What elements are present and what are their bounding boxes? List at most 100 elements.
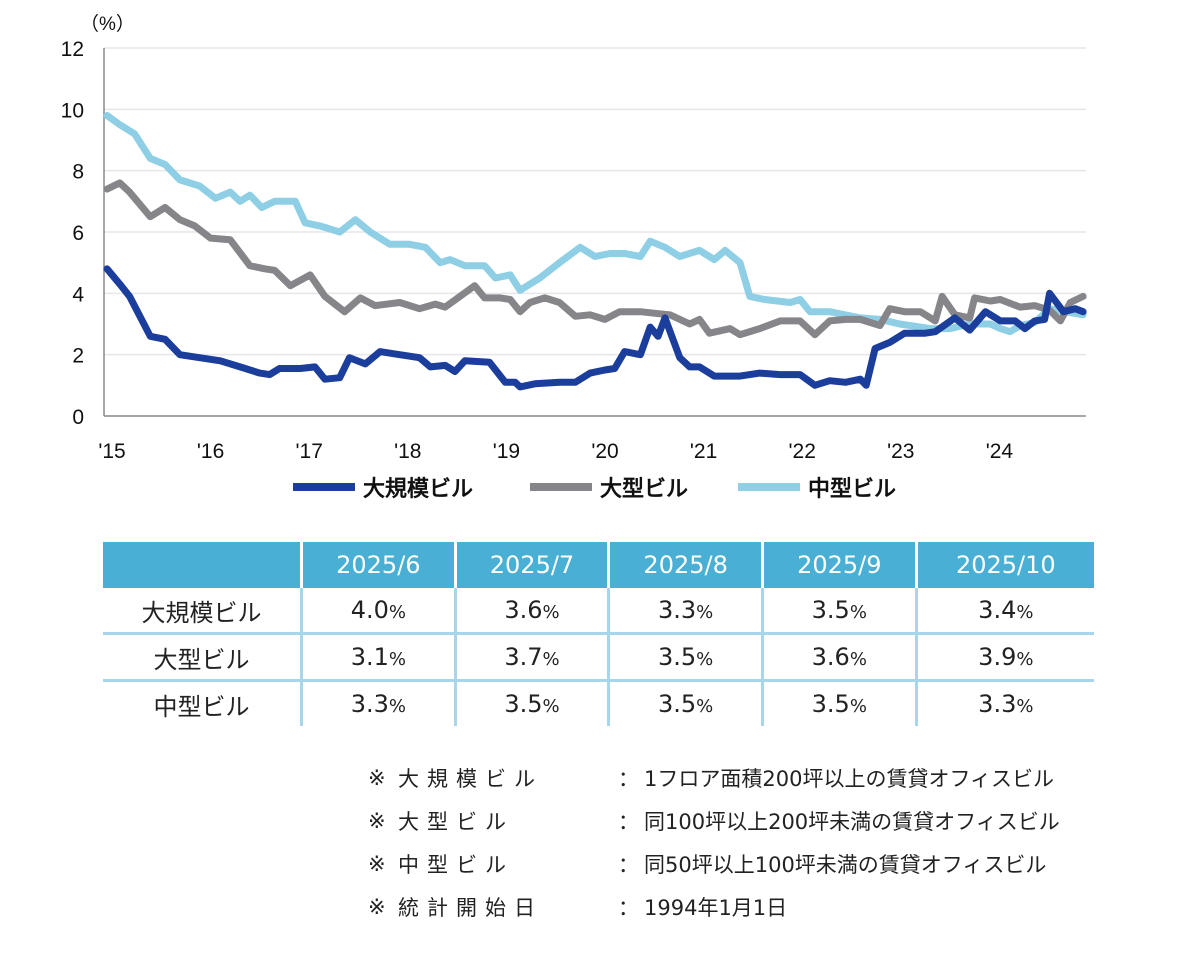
note-colon: ： [618, 852, 639, 877]
footnotes: ※ 大規模ビル： 1フロア面積200坪以上の賃貸オフィスビル ※ 大型ビル：同100坪以… [368, 756, 1060, 928]
vacancy-cell: 3.6% [453, 588, 609, 635]
series-line-large-scale [103, 265, 1087, 391]
column-header: 2025/10 [914, 542, 1094, 588]
column-header [103, 542, 302, 588]
footnote: ※ 中型ビル ：同50坪以上100坪未満の賃貸オフィスビル [368, 842, 1060, 885]
legend-label: 大規模ビル [363, 477, 474, 502]
cell-unit: % [849, 649, 867, 670]
y-tick-label: 10 [61, 99, 84, 122]
note-term: 中型ビル [398, 852, 514, 877]
column-header: 2025/8 [607, 542, 763, 588]
legend-swatch [738, 483, 800, 491]
cell-unit: % [1016, 602, 1034, 623]
vacancy-cell: 3.5% [607, 633, 763, 682]
note-text: 1フロア面積200坪以上の賃貸オフィスビル [644, 766, 1055, 791]
note-mark: ※ [368, 894, 386, 919]
cell-unit: % [542, 696, 560, 717]
cell-value: 3.1 [350, 643, 389, 671]
x-tick-label: '19 [493, 440, 520, 463]
note-colon: ： [618, 895, 639, 920]
x-tick-label: '17 [296, 440, 323, 463]
note-mark: ※ [368, 808, 386, 833]
note-mark: ※ [368, 851, 386, 876]
legend-item-large-scale: 大規模ビル [293, 472, 473, 502]
row-label: 中型ビル [153, 692, 250, 721]
legend-item-medium: 中型ビル [738, 472, 896, 502]
x-tick-label: '24 [986, 440, 1014, 463]
vacancy-cell: 3.7% [453, 633, 609, 682]
cell-value: 3.5 [504, 690, 543, 718]
y-tick-label: 0 [72, 406, 84, 429]
cell-value: 3.3 [658, 596, 697, 624]
cell-unit: % [542, 649, 560, 670]
column-header: 2025/6 [300, 542, 456, 588]
cell-unit: % [849, 696, 867, 717]
vacancy-cell: 3.5% [453, 680, 609, 726]
note-text: 1994年1月1日 [644, 895, 788, 920]
cell-value: 3.5 [811, 596, 850, 624]
vacancy-cell: 3.3% [300, 680, 456, 726]
legend-swatch [530, 483, 592, 491]
cell-value: 3.5 [658, 690, 697, 718]
y-tick-label: 2 [72, 345, 84, 368]
column-header: 2025/7 [453, 542, 609, 588]
vacancy-cell: 3.3% [607, 588, 763, 635]
vacancy-cell: 4.0% [300, 588, 456, 635]
note-term: 統計開始日 [398, 895, 543, 920]
note-colon: ： [618, 809, 639, 834]
y-tick-label: 8 [72, 161, 84, 184]
x-tick-label: '20 [591, 440, 618, 463]
cell-unit: % [388, 696, 406, 717]
row-label: 大規模ビル [103, 588, 302, 635]
latest-vacancy-table: 2025/6 2025/7 2025/8 2025/9 2025/10 大規模ビル 4.0… [103, 542, 1094, 726]
cell-value: 3.6 [811, 643, 850, 671]
y-axis-unit-label: （%） [80, 13, 135, 35]
note-text: 同100坪以上200坪未満の賃貸オフィスビル [644, 809, 1060, 834]
x-tick-label: '21 [690, 440, 717, 463]
series-line-large [103, 179, 1087, 339]
x-tick-label: '15 [98, 440, 125, 463]
cell-unit: % [388, 602, 406, 623]
note-text: 同50坪以上100坪未満の賃貸オフィスビル [644, 852, 1047, 877]
y-tick-label: 12 [61, 38, 84, 61]
cell-unit: % [849, 602, 867, 623]
footnote: ※ 統計開始日 ： 1994年1月1日 [368, 885, 1060, 928]
cell-unit: % [696, 602, 714, 623]
cell-unit: % [388, 649, 406, 670]
x-tick-label: '16 [197, 440, 224, 463]
cell-value: 3.3 [350, 690, 389, 718]
footnote: ※ 大型ビル ：同100坪以上200坪未満の賃貸オフィスビル [368, 799, 1060, 842]
table-row: 大規模ビル 4.0% 3.6% 3.3% 3.5% 3.4% [103, 588, 1094, 635]
cell-unit: % [696, 696, 714, 717]
cell-value: 3.5 [811, 690, 850, 718]
series-line-medium [103, 112, 1087, 336]
x-tick-label: '22 [789, 440, 816, 463]
vacancy-cell: 3.5% [607, 680, 763, 726]
table-header-row: 2025/6 2025/7 2025/8 2025/9 2025/10 [103, 542, 1094, 588]
cell-value: 4.0 [350, 596, 389, 624]
note-term: 大型ビル [398, 809, 514, 834]
cell-value: 3.3 [978, 690, 1017, 718]
cell-value: 3.6 [504, 596, 543, 624]
cell-value: 3.5 [658, 643, 697, 671]
y-tick-label: 4 [72, 283, 84, 306]
note-term: 大規模ビル [398, 766, 543, 791]
legend-swatch [293, 483, 355, 491]
x-tick-label: '18 [394, 440, 421, 463]
cell-value: 3.7 [504, 643, 543, 671]
cell-value: 3.9 [978, 643, 1017, 671]
cell-unit: % [542, 602, 560, 623]
vacancy-cell: 3.9% [914, 633, 1094, 682]
table-row: 大型ビル 3.1% 3.7% 3.5% 3.6% 3.9% [103, 633, 1094, 682]
vacancy-cell: 3.6% [760, 633, 917, 682]
vacancy-cell: 3.3% [914, 680, 1094, 726]
vacancy-cell: 3.1% [300, 633, 456, 682]
note-mark: ※ [368, 765, 386, 790]
table-row: 中型ビル 3.3% 3.5% 3.5% 3.5% 3.3% [103, 680, 1094, 726]
legend-label: 中型ビル [808, 477, 897, 502]
vacancy-cell: 3.5% [760, 680, 917, 726]
vacancy-cell: 3.4% [914, 588, 1094, 635]
note-colon: ： [618, 766, 639, 791]
cell-value: 3.4 [978, 596, 1017, 624]
vacancy-rate-line-chart: 0 2 4 6 8 10 12 （%） '15 '16 '17 '18 '19 '20 '21 '22 '23 '… [61, 13, 1087, 463]
